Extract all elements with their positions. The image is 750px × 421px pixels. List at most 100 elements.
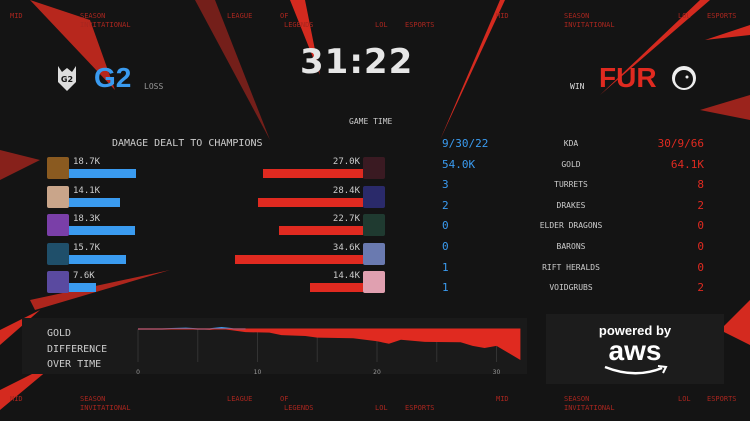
- damage-bar: [263, 169, 363, 178]
- ticker-esports-2: ESPORTS: [707, 12, 737, 20]
- damage-bar: [309, 283, 363, 292]
- stat-label: KDA: [563, 139, 579, 148]
- damage-bar: [279, 226, 363, 235]
- gold-label-line1: GOLD: [47, 328, 72, 339]
- ticker-legends: LEGENDS: [284, 21, 314, 29]
- stat-right-value: 30/9/66: [657, 137, 704, 150]
- sponsor-line2: aws: [608, 335, 662, 366]
- left-damage-row: 14.1K: [47, 185, 167, 208]
- stat-left-value: 0: [442, 240, 449, 253]
- ticker-bottom-esports: ESPORTS: [405, 404, 435, 412]
- right-team-name: FUR: [599, 62, 657, 93]
- champion-portrait: [363, 242, 385, 265]
- ticker-season: SEASON: [80, 12, 106, 20]
- damage-title: DAMAGE DEALT TO CHAMPIONS: [112, 138, 263, 149]
- ticker-bottom-lol-2: LOL: [678, 395, 691, 403]
- x-tick-label: 10: [254, 369, 262, 376]
- stat-left-value: 54.0K: [442, 157, 476, 171]
- game-time-label: GAME TIME: [349, 117, 393, 126]
- right-damage-row: 28.4K: [200, 185, 385, 208]
- ticker-bottom-esports-2: ESPORTS: [707, 395, 737, 403]
- gold-diff-panel: [22, 318, 527, 374]
- x-tick-label: 20: [373, 369, 381, 376]
- x-tick-label: 0: [136, 369, 140, 376]
- damage-bar: [69, 283, 97, 292]
- damage-value: 18.3K: [73, 214, 101, 224]
- stat-right-value: 8: [697, 178, 704, 192]
- right-damage-row: 22.7K: [200, 214, 385, 236]
- damage-bar: [234, 254, 363, 264]
- champion-portrait: [47, 185, 69, 208]
- champion-portrait: [47, 157, 69, 179]
- stat-left-value: 0: [442, 219, 449, 233]
- ticker-season-2: SEASON: [564, 12, 590, 20]
- damage-value: 14.4K: [332, 271, 360, 281]
- left-damage-row: 18.7K: [47, 157, 167, 179]
- left-team-result: LOSS: [144, 82, 164, 91]
- gold-deficit-area: [138, 329, 521, 361]
- stat-label: RIFT HERALDS: [542, 262, 600, 272]
- stat-right-value: 0: [697, 240, 704, 253]
- ticker-league: LEAGUE: [227, 12, 253, 20]
- ticker-bottom-lol: LOL: [375, 404, 388, 412]
- stat-left-value: 3: [442, 178, 449, 192]
- damage-bar: [69, 169, 137, 178]
- ticker-lol-2: LOL: [678, 12, 691, 20]
- stat-label: VOIDGRUBS: [549, 283, 593, 293]
- stat-right-value: 64.1K: [670, 157, 704, 171]
- stat-right-value: 2: [697, 198, 704, 212]
- ticker-invitational: INVITATIONAL: [80, 21, 131, 29]
- ticker-esports: ESPORTS: [405, 21, 435, 29]
- ticker-mid-2: MID: [496, 12, 509, 20]
- right-team-result: WIN: [570, 82, 585, 91]
- gold-label-line3: OVER TIME: [47, 359, 102, 370]
- damage-value: 28.4K: [332, 185, 360, 196]
- damage-value: 14.1K: [73, 185, 101, 196]
- champion-portrait: [47, 214, 69, 236]
- damage-bar: [69, 197, 120, 207]
- damage-bar: [69, 254, 126, 264]
- left-damage-row: 15.7K: [47, 242, 167, 265]
- ticker-lol: LOL: [375, 21, 388, 29]
- damage-value: 15.7K: [73, 242, 101, 253]
- svg-text:G2: G2: [61, 75, 73, 84]
- champion-portrait: [363, 271, 385, 293]
- stat-left-value: 9/30/22: [442, 137, 489, 150]
- sponsor-line1: powered by: [598, 323, 672, 338]
- stat-label: DRAKES: [556, 200, 586, 210]
- stat-left-value: 1: [442, 260, 449, 274]
- left-damage-row: 7.6K: [47, 271, 167, 293]
- right-damage-row: 27.0K: [200, 157, 385, 179]
- damage-bar: [257, 197, 363, 207]
- ticker-bottom-invitational-2: INVITATIONAL: [564, 404, 615, 412]
- ticker-invitational-2: INVITATIONAL: [564, 21, 615, 29]
- stat-right-value: 0: [697, 219, 704, 233]
- stat-left-value: 2: [442, 198, 449, 212]
- ticker-mid: MID: [10, 12, 23, 20]
- ticker-of: OF: [280, 12, 289, 20]
- damage-value: 27.0K: [332, 157, 360, 167]
- ticker-bottom-of: OF: [280, 395, 289, 403]
- ticker-bottom-league: LEAGUE: [227, 395, 253, 403]
- furia-panther-icon: [672, 66, 696, 90]
- stat-left-value: 1: [442, 281, 449, 295]
- g2-logo-icon: G2: [58, 66, 76, 91]
- aws-sponsor-logo: powered by aws: [546, 314, 724, 384]
- game-clock: 31:22: [300, 42, 414, 82]
- damage-value: 34.6K: [332, 242, 360, 253]
- stat-label: BARONS: [556, 242, 586, 251]
- ticker-bottom-invitational: INVITATIONAL: [80, 404, 131, 412]
- gold-label-line2: DIFFERENCE: [47, 343, 108, 355]
- champion-portrait: [363, 214, 385, 236]
- stat-label: ELDER DRAGONS: [539, 221, 603, 231]
- damage-value: 18.7K: [73, 157, 101, 167]
- ticker-bottom-mid-2: MID: [496, 395, 509, 403]
- champion-portrait: [47, 242, 69, 265]
- ticker-bottom-season-2: SEASON: [564, 395, 590, 403]
- aws-smile-icon: [604, 365, 668, 375]
- ticker-bottom-legends: LEGENDS: [284, 404, 314, 412]
- stat-right-value: 2: [697, 281, 704, 295]
- champion-portrait: [363, 157, 385, 179]
